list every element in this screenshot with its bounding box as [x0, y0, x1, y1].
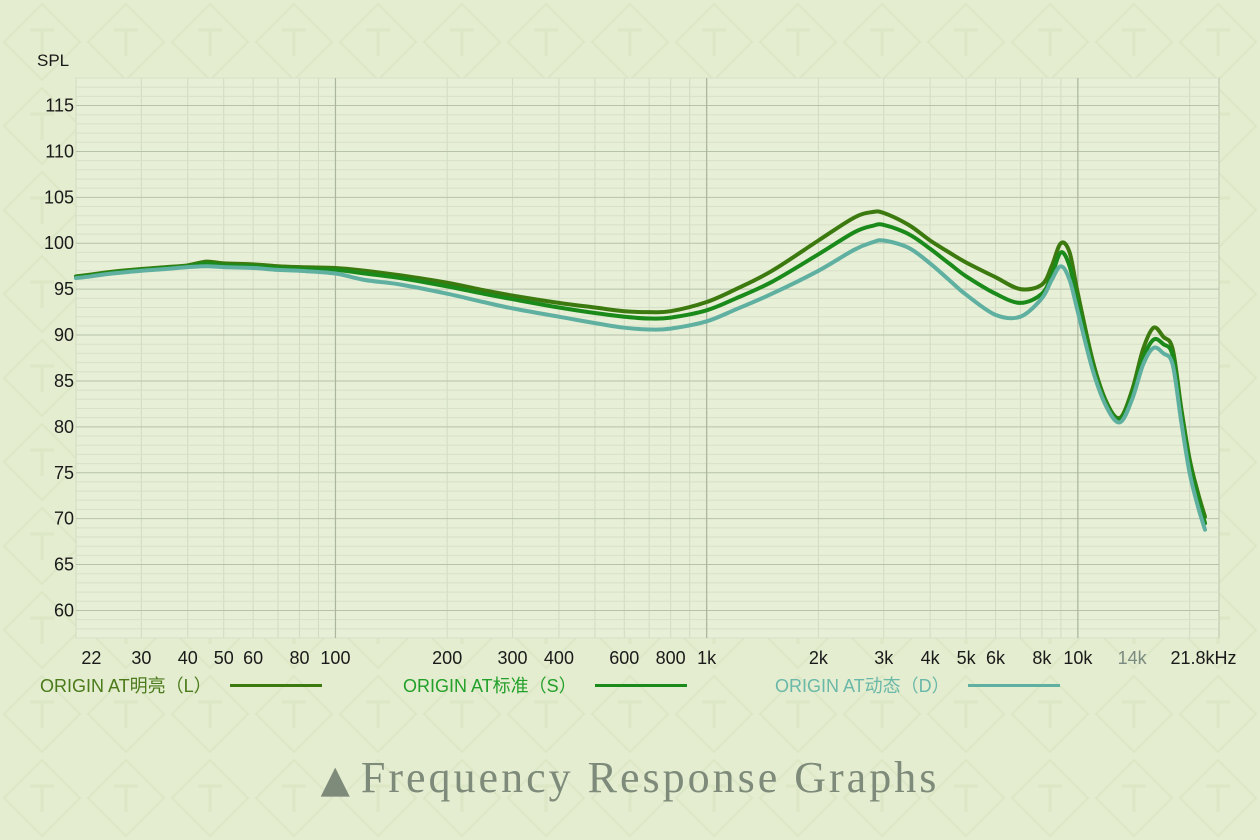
y-axis-label: SPL: [37, 51, 69, 70]
legend-label-s: ORIGIN AT标准（S）: [403, 676, 577, 696]
caption-text: Frequency Response Graphs: [360, 753, 940, 802]
y-tick-label: 100: [44, 233, 74, 253]
legend-swatch-d: [967, 683, 1060, 687]
x-tick-label: 100: [320, 648, 350, 668]
x-tick-label: 50: [214, 648, 234, 668]
series-line-d: [74, 238, 1207, 532]
legend-item-l: ORIGIN AT明亮（L）: [40, 672, 322, 698]
y-tick-label: 70: [54, 509, 74, 529]
x-tick-label: 60: [243, 648, 263, 668]
triangle-up-icon: ▲: [320, 757, 353, 801]
page-caption: ▲ Frequency Response Graphs: [0, 752, 1260, 803]
legend-swatch-s: [594, 683, 687, 687]
x-tick-label: 400: [544, 648, 574, 668]
x-tick-label: 5k: [957, 648, 977, 668]
x-tick-label: 4k: [921, 648, 941, 668]
x-tick-label: 6k: [986, 648, 1006, 668]
y-tick-label: 60: [54, 600, 74, 620]
x-tick-label: 300: [498, 648, 528, 668]
y-tick-label: 85: [54, 371, 74, 391]
legend-label-d: ORIGIN AT动态（D）: [775, 676, 950, 696]
y-axis-ticks: 60 65 70 75 80 85 90 95 100 105 110 115: [44, 96, 74, 621]
legend-label-l: ORIGIN AT明亮（L）: [40, 676, 212, 696]
y-tick-label: 105: [44, 187, 74, 207]
x-tick-label: 800: [656, 648, 686, 668]
x-tick-label: 200: [432, 648, 462, 668]
legend-swatch-l: [229, 683, 322, 687]
series-group: [74, 209, 1207, 532]
legend-item-d: ORIGIN AT动态（D）: [775, 672, 1060, 698]
y-tick-label: 90: [54, 325, 74, 345]
x-tick-label: 1k: [697, 648, 717, 668]
x-tick-label: 2k: [809, 648, 829, 668]
x-tick-label: 30: [131, 648, 151, 668]
y-tick-label: 115: [45, 96, 74, 116]
y-tick-label: 80: [54, 417, 74, 437]
x-tick-label: 14k: [1118, 648, 1148, 668]
x-tick-label: 3k: [874, 648, 894, 668]
x-tick-label: 22: [81, 648, 101, 668]
legend-item-s: ORIGIN AT标准（S）: [403, 672, 687, 698]
y-tick-label: 75: [54, 463, 74, 483]
plot-area: [75, 77, 1220, 639]
y-tick-label: 110: [45, 141, 74, 161]
x-tick-label: 21.8kHz: [1170, 648, 1236, 668]
x-tick-label: 40: [178, 648, 198, 668]
x-tick-label: 8k: [1032, 648, 1052, 668]
x-tick-label: 80: [289, 648, 309, 668]
x-axis-ticks: 22 30 40 50 60 80 100 200 300 400 600 800 1k 2k 3k 4k 5k…: [81, 648, 1236, 668]
y-tick-label: 65: [54, 555, 74, 575]
y-tick-label: 95: [54, 279, 74, 299]
x-tick-label: 10k: [1063, 648, 1093, 668]
x-tick-label: 600: [609, 648, 639, 668]
